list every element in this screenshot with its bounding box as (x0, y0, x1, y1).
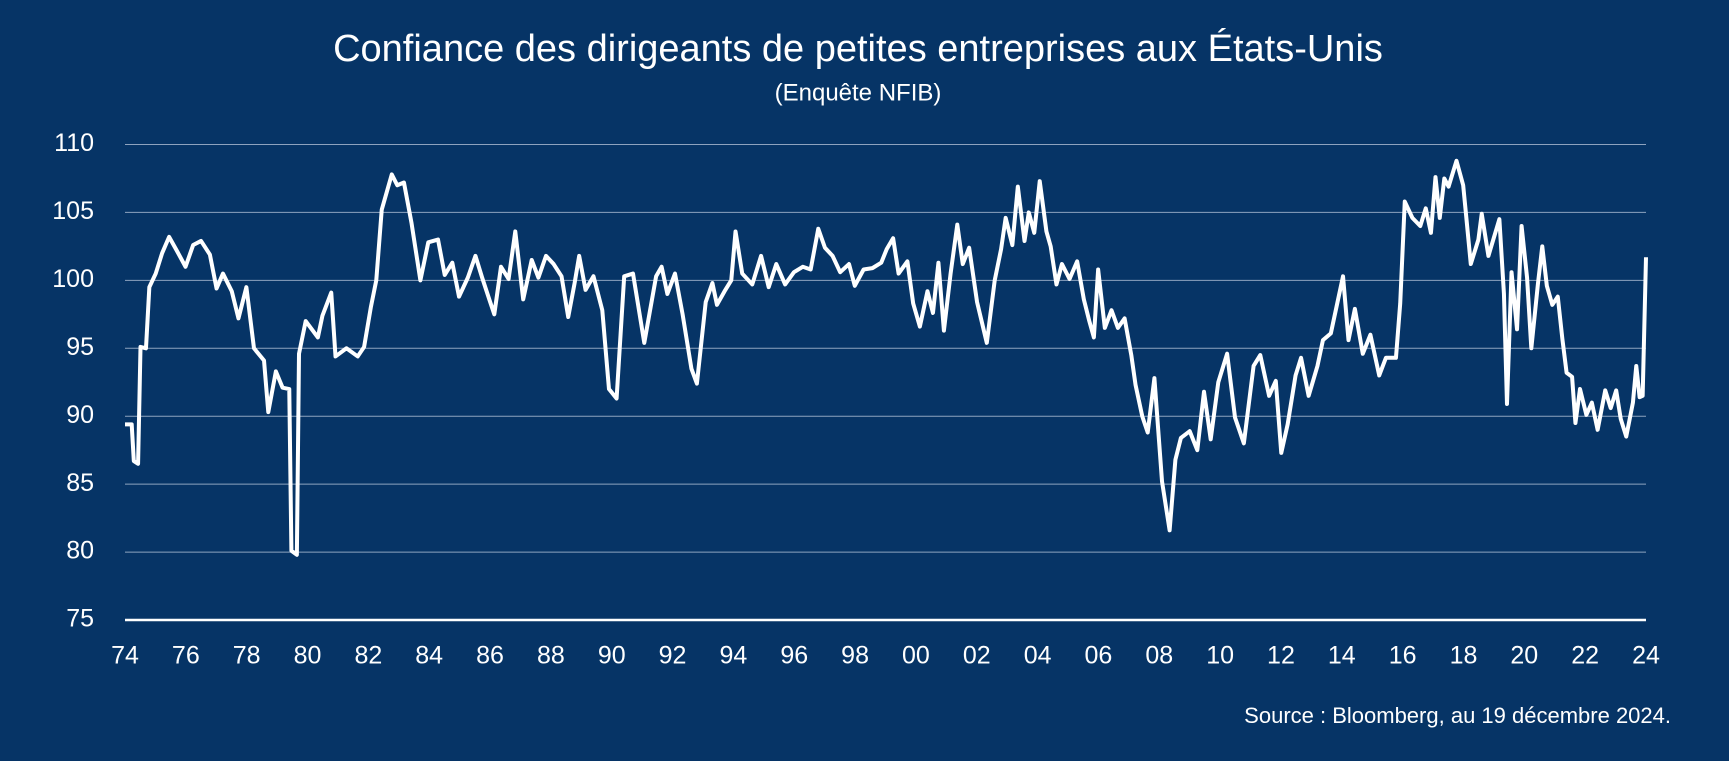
x-tick-label: 00 (902, 642, 930, 670)
source-note: Source : Bloomberg, au 19 décembre 2024. (1244, 703, 1671, 728)
x-tick-label: 76 (172, 642, 200, 670)
y-tick-label: 75 (66, 605, 94, 633)
x-tick-label: 84 (415, 642, 443, 670)
y-tick-label: 105 (52, 197, 94, 225)
x-tick-label: 20 (1510, 642, 1538, 670)
y-tick-label: 80 (66, 537, 94, 565)
x-tick-label: 86 (476, 642, 504, 670)
x-tick-label: 82 (354, 642, 382, 670)
x-tick-label: 78 (233, 642, 261, 670)
y-tick-label: 90 (66, 401, 94, 429)
x-tick-label: 02 (963, 642, 991, 670)
x-tick-label: 94 (719, 642, 747, 670)
x-tick-label: 22 (1571, 642, 1599, 670)
x-tick-label: 14 (1328, 642, 1356, 670)
x-tick-label: 18 (1450, 642, 1478, 670)
y-tick-label: 95 (66, 333, 94, 361)
x-tick-label: 16 (1389, 642, 1417, 670)
x-tick-label: 10 (1206, 642, 1234, 670)
x-tick-label: 98 (841, 642, 869, 670)
x-tick-label: 08 (1145, 642, 1173, 670)
y-tick-label: 110 (54, 129, 94, 157)
y-tick-label: 85 (66, 469, 94, 497)
x-tick-label: 04 (1024, 642, 1052, 670)
chart-subtitle: (Enquête NFIB) (775, 79, 942, 106)
x-tick-label: 24 (1632, 642, 1660, 670)
x-tick-label: 96 (780, 642, 808, 670)
x-tick-label: 88 (537, 642, 565, 670)
x-tick-label: 92 (659, 642, 687, 670)
chart-title: Confiance des dirigeants de petites entr… (333, 27, 1383, 70)
x-tick-label: 74 (111, 642, 139, 670)
data-line (125, 158, 1648, 557)
x-tick-label: 90 (598, 642, 626, 670)
x-tick-label: 12 (1267, 642, 1295, 670)
y-tick-label: 100 (52, 265, 94, 293)
x-tick-label: 06 (1085, 642, 1113, 670)
x-tick-label: 80 (294, 642, 322, 670)
